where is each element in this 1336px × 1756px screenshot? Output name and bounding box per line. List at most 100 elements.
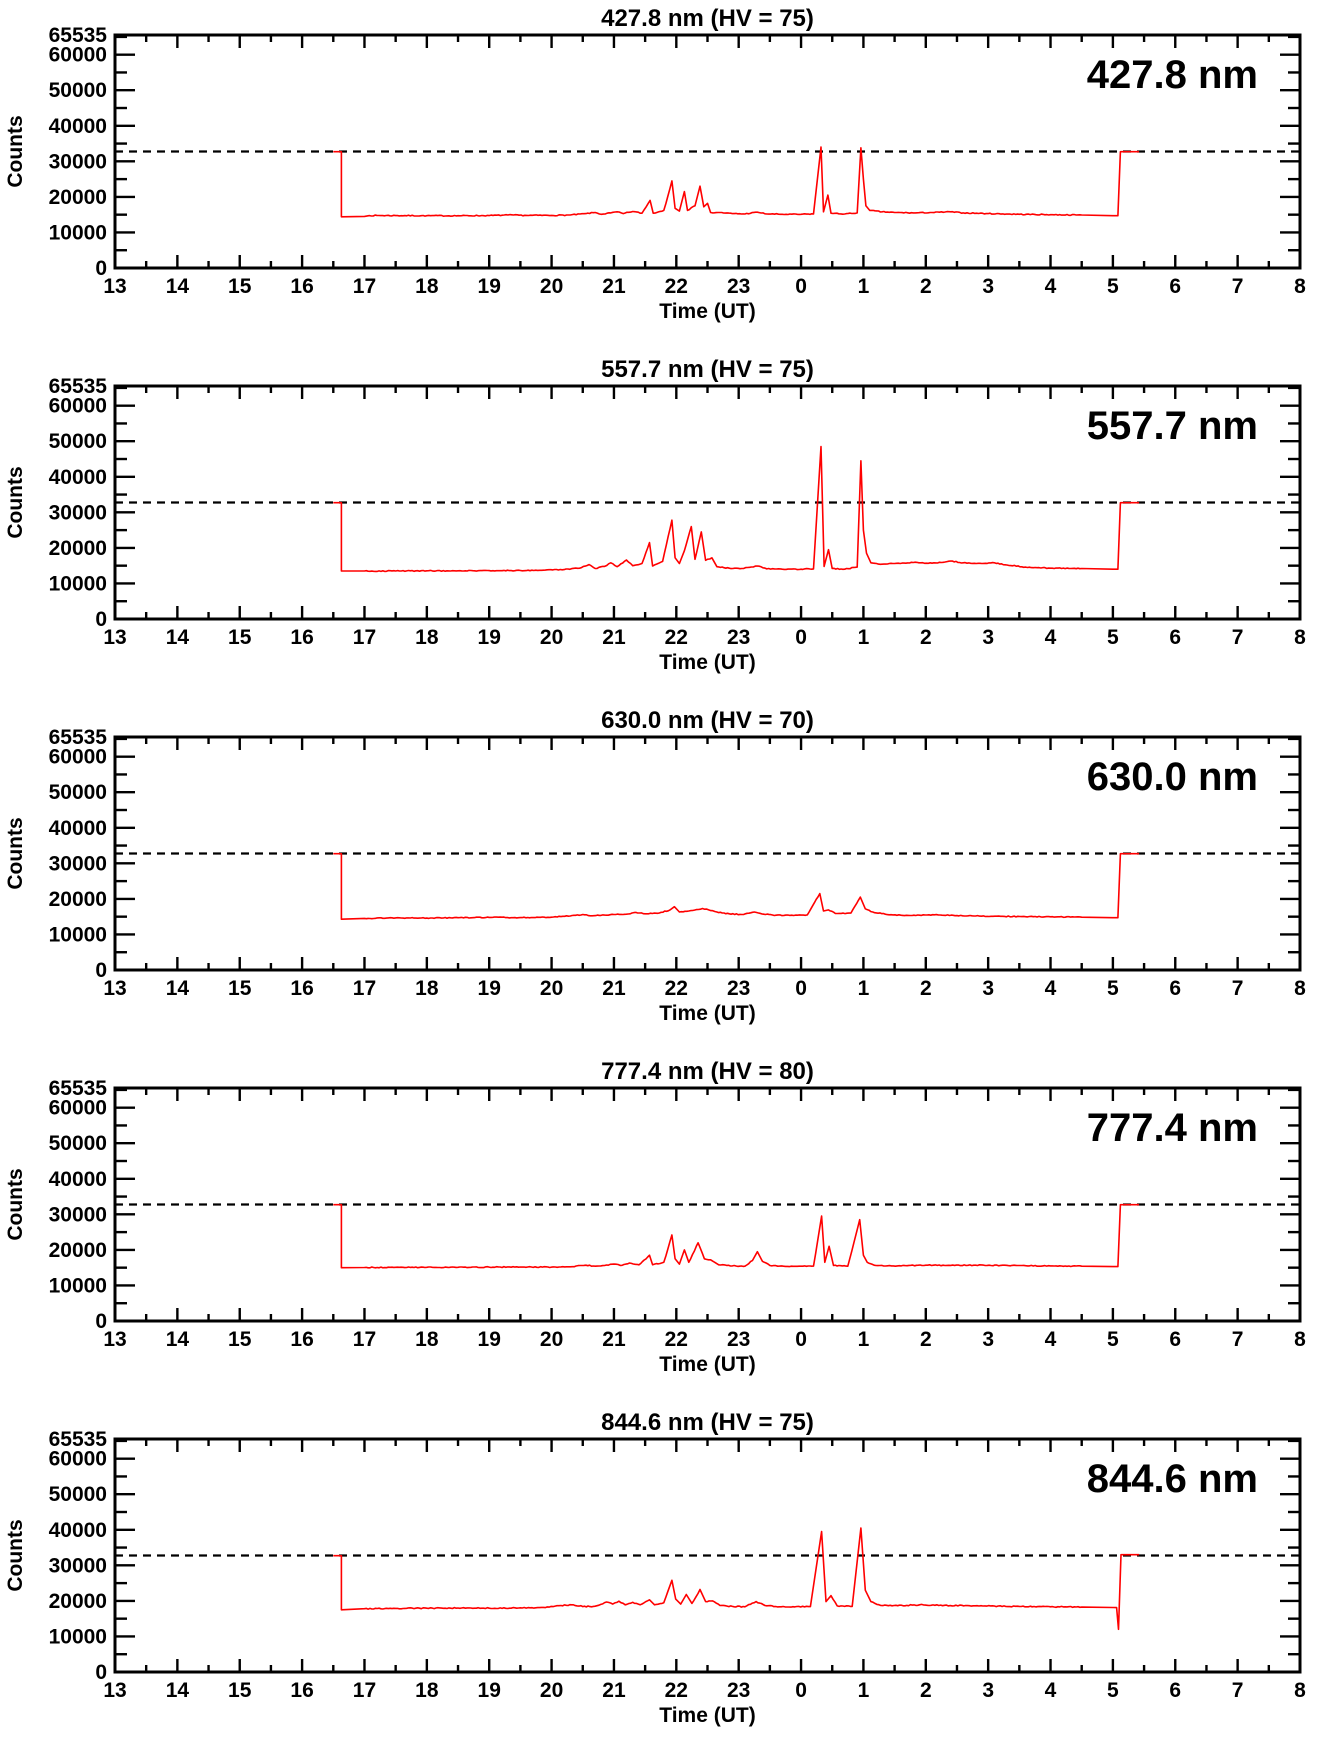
x-tick-label: 13 [103,977,126,1000]
x-tick-label: 0 [795,275,807,298]
x-tick-label: 18 [415,626,439,649]
x-tick-label: 7 [1232,275,1244,298]
y-axis-label: Counts [4,115,27,187]
x-tick-label: 14 [166,275,190,298]
x-tick-label: 21 [602,1679,626,1702]
y-axis-label: Counts [4,466,27,538]
x-tick-label: 3 [982,626,994,649]
panel-chart-3: 13 14 15 16 17 18 19 20 21 22 23 0 1 2 3 4 5 6 7 8010000200… [4,707,1306,1025]
x-tick-label: 18 [415,1328,439,1351]
panel-title: 844.6 nm (HV = 75) [601,1409,814,1436]
y-tick-label: 20000 [49,537,107,560]
x-tick-label: 0 [795,977,807,1000]
x-tick-label: 1 [858,275,870,298]
x-tick-label: 3 [982,1679,994,1702]
x-tick-label: 8 [1294,275,1306,298]
y-tick-label: 60000 [49,395,107,418]
x-tick-label: 15 [228,626,252,649]
x-tick-label: 20 [540,977,563,1000]
x-tick-label: 15 [228,1679,252,1702]
x-tick-label: 6 [1169,1679,1181,1702]
x-tick-label: 1 [858,1328,870,1351]
x-tick-label: 8 [1294,977,1306,1000]
y-tick-label: 20000 [49,186,107,209]
x-tick-label: 22 [665,626,688,649]
x-tick-label: 7 [1232,1328,1244,1351]
x-tick-label: 6 [1169,977,1181,1000]
y-tick-label: 30000 [49,501,107,524]
x-tick-label: 14 [166,626,190,649]
x-tick-label: 23 [727,275,750,298]
wavelength-annotation: 630.0 nm [1087,755,1258,799]
y-tick-label: 20000 [49,888,107,911]
x-tick-label: 16 [290,626,313,649]
x-tick-label: 16 [290,977,313,1000]
x-tick-label: 22 [665,1679,688,1702]
x-tick-label: 13 [103,1679,126,1702]
wavelength-annotation: 777.4 nm [1087,1106,1258,1150]
y-tick-label: 0 [95,608,107,631]
y-tick-label: 10000 [49,572,107,595]
x-tick-label: 14 [166,977,190,1000]
y-tick-label: 60000 [49,44,107,67]
x-tick-label: 4 [1045,1679,1057,1702]
x-tick-label: 18 [415,977,439,1000]
panel-chart-4: 13 14 15 16 17 18 19 20 21 22 23 0 1 2 3 4 5 6 7 8010000200… [4,1058,1306,1376]
x-tick-label: 15 [228,275,252,298]
x-tick-label: 6 [1169,1328,1181,1351]
y-tick-label: 60000 [49,1448,107,1471]
x-tick-label: 23 [727,1679,750,1702]
x-tick-label: 19 [478,1679,501,1702]
y-tick-label: 10000 [49,923,107,946]
y-tick-label: 65535 [49,1077,108,1100]
counts-trace [333,445,1140,573]
x-tick-label: 5 [1107,626,1119,649]
y-tick-label: 60000 [49,746,107,769]
y-tick-label: 0 [95,959,107,982]
y-tick-label: 65535 [49,1428,108,1451]
y-tick-label: 20000 [49,1239,107,1262]
x-tick-label: 2 [920,1679,932,1702]
y-tick-label: 65535 [49,726,108,749]
y-tick-label: 40000 [49,1519,107,1542]
y-tick-label: 10000 [49,1625,107,1648]
x-tick-label: 4 [1045,275,1057,298]
x-tick-label: 7 [1232,977,1244,1000]
x-tick-label: 16 [290,1328,313,1351]
x-axis-label: Time (UT) [659,300,755,323]
panel-title: 777.4 nm (HV = 80) [601,1058,814,1085]
panel-title: 427.8 nm (HV = 75) [601,5,814,32]
x-tick-label: 8 [1294,1328,1306,1351]
x-tick-label: 5 [1107,977,1119,1000]
y-tick-label: 40000 [49,115,107,138]
y-tick-label: 50000 [49,430,107,453]
x-tick-label: 13 [103,1328,126,1351]
y-tick-label: 30000 [49,1554,107,1577]
x-tick-label: 20 [540,275,563,298]
wavelength-annotation: 844.6 nm [1087,1457,1258,1501]
panel-chart-1: 13 14 15 16 17 18 19 20 21 22 23 0 1 2 3 4 5 6 7 8010000200… [4,5,1306,323]
x-tick-label: 4 [1045,1328,1057,1351]
x-tick-label: 3 [982,1328,994,1351]
x-tick-label: 23 [727,977,750,1000]
wavelength-annotation: 557.7 nm [1087,404,1258,448]
x-tick-label: 1 [858,1679,870,1702]
x-tick-label: 23 [727,626,750,649]
y-tick-label: 0 [95,1310,107,1333]
y-axis-label: Counts [4,817,27,889]
x-axis-label: Time (UT) [659,651,755,674]
axis-ticks [113,1086,1302,1321]
x-tick-label: 4 [1045,977,1057,1000]
x-tick-label: 16 [290,275,313,298]
x-tick-label: 0 [795,1679,807,1702]
x-tick-label: 1 [858,626,870,649]
x-tick-label: 17 [353,626,376,649]
y-tick-label: 40000 [49,817,107,840]
x-tick-label: 8 [1294,626,1306,649]
x-tick-label: 13 [103,275,126,298]
x-tick-label: 16 [290,1679,313,1702]
x-tick-label: 6 [1169,275,1181,298]
y-tick-label: 50000 [49,79,107,102]
x-tick-label: 2 [920,977,932,1000]
